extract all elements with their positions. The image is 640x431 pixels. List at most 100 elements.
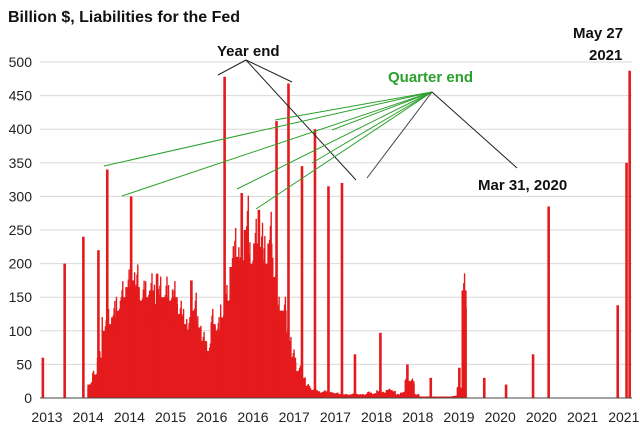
bar-detail [94, 378, 96, 398]
bar-detail [150, 283, 152, 398]
bar-detail [103, 332, 106, 398]
bar-detail [101, 317, 103, 398]
bar-detail [465, 307, 467, 398]
y-tick-label: 500 [9, 54, 33, 70]
spike-bar [129, 196, 133, 398]
bar-detail [182, 308, 185, 398]
bar-detail [441, 396, 444, 398]
bar-detail [231, 258, 234, 398]
bar-detail [436, 396, 438, 398]
bar-detail [173, 290, 175, 398]
leader-line [103, 91, 433, 167]
bar-detail [208, 352, 210, 398]
spike-bar [406, 364, 409, 398]
bar-detail [167, 285, 170, 398]
bar-detail [395, 394, 398, 398]
bar-detail [108, 339, 111, 398]
bar-detail [147, 304, 149, 398]
bar-detail [144, 290, 146, 398]
bar-detail [186, 319, 188, 398]
bar-detail [119, 300, 122, 398]
bar-detail [343, 394, 345, 398]
bar-detail [417, 394, 419, 398]
bar-detail [331, 393, 333, 398]
bar-detail [291, 356, 294, 398]
bar-detail [178, 323, 180, 398]
bar-detail [132, 293, 134, 398]
bar-detail [158, 294, 160, 398]
spike-bar [275, 121, 278, 399]
bar-detail [263, 248, 265, 398]
bar-detail [134, 294, 137, 398]
x-tick-label: 2015 [155, 409, 186, 425]
bar-detail [187, 329, 190, 398]
bar-detail [113, 308, 115, 398]
bar-detail [201, 347, 203, 398]
bar-detail [382, 391, 384, 398]
bar-detail [148, 302, 151, 398]
x-tick-label: 2017 [279, 409, 310, 425]
bar-detail [316, 389, 318, 398]
bar-detail [397, 393, 399, 398]
bar-detail [230, 281, 232, 398]
bar-detail [211, 315, 213, 398]
bar-detail [268, 239, 271, 398]
bar-detail [177, 331, 179, 398]
bar-detail [411, 378, 414, 398]
bar-detail [351, 393, 354, 398]
bar-detail [440, 396, 442, 398]
bar-detail [309, 388, 312, 398]
bar-detail [434, 396, 437, 398]
bar-detail [451, 396, 453, 398]
bar-detail [373, 393, 376, 398]
bar-detail [266, 266, 268, 398]
bar-detail [165, 285, 167, 398]
bar-detail [110, 325, 112, 398]
bar-detail [221, 330, 223, 398]
bar-detail [197, 345, 200, 398]
x-tick-label: 2019 [443, 409, 474, 425]
bar-detail [381, 392, 384, 398]
bar-detail [392, 392, 395, 398]
bar-detail [373, 393, 375, 398]
leader-line [255, 91, 433, 210]
bar-detail [184, 332, 186, 398]
bar-detail [197, 316, 199, 398]
bar-detail [310, 391, 313, 398]
bar-detail [427, 396, 429, 398]
y-tick-label: 450 [9, 88, 33, 104]
bar-detail [335, 393, 337, 398]
bar-detail [409, 383, 411, 398]
spike-bar [240, 193, 244, 398]
bar-detail [198, 338, 201, 398]
bar-detail [178, 315, 181, 398]
bar-detail [200, 325, 202, 398]
bar-detail [253, 261, 255, 398]
bar-detail [303, 379, 306, 398]
x-tick-label: 2021 [567, 409, 598, 425]
bar-detail [463, 283, 465, 398]
x-tick-label: 2018 [402, 409, 433, 425]
bar-detail [317, 392, 319, 398]
bar-detail [450, 396, 452, 398]
bar-detail [245, 241, 247, 398]
bar-detail [271, 275, 273, 398]
bar-detail [100, 364, 103, 398]
bar-detail [144, 281, 147, 398]
bar-detail [274, 285, 276, 398]
bar-detail [273, 296, 276, 398]
bar-detail [325, 392, 328, 398]
bar-detail [462, 292, 464, 398]
spike-bar [458, 367, 461, 398]
bar-detail [205, 341, 208, 398]
bar-detail [410, 381, 412, 398]
bar-detail [216, 329, 219, 398]
bar-detail [347, 395, 349, 398]
bar-detail [171, 289, 174, 398]
bar-detail [299, 365, 302, 398]
spike-bar [190, 280, 193, 398]
x-tick-label: 2018 [361, 409, 392, 425]
bar-detail [118, 316, 120, 398]
bar-detail [384, 392, 387, 398]
bar-detail [204, 355, 206, 398]
